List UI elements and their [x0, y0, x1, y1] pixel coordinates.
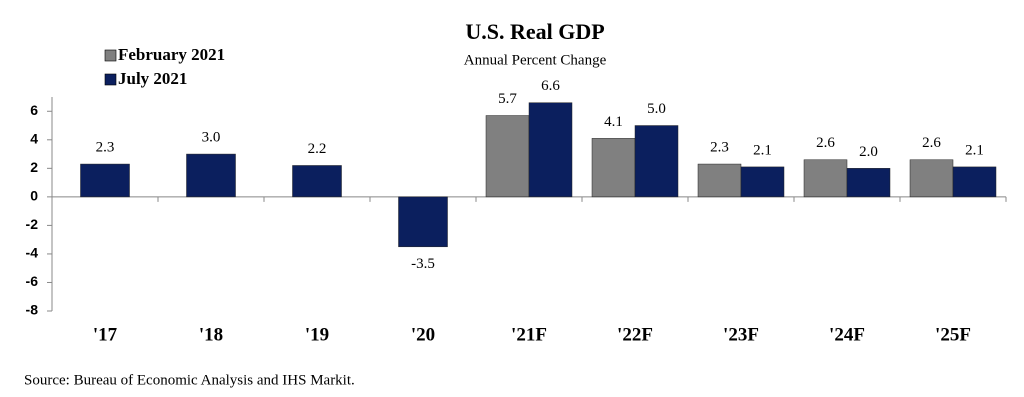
x-tick-label: '18 [199, 324, 223, 345]
bar [803, 159, 848, 198]
bar [740, 166, 785, 198]
legend-label: February 2021 [118, 45, 225, 64]
value-label: 2.6 [922, 135, 941, 151]
bar [485, 115, 530, 198]
x-tick-label: '21F [511, 324, 547, 345]
value-label: 5.7 [498, 91, 517, 107]
value-label: 2.1 [965, 142, 984, 158]
x-tick-label: '23F [723, 324, 759, 345]
y-tick-label: -6 [26, 273, 39, 289]
y-tick-label: 0 [30, 188, 38, 204]
value-label: -3.5 [411, 256, 435, 272]
bar [909, 159, 954, 198]
value-label: 2.3 [96, 139, 115, 155]
y-tick-label: 2 [30, 159, 38, 175]
value-label: 3.0 [202, 130, 221, 146]
x-tick-label: '17 [93, 324, 118, 345]
x-tick-label: '25F [935, 324, 971, 345]
value-label: 2.1 [753, 142, 772, 158]
bar [398, 196, 448, 248]
bar [952, 166, 997, 198]
y-tick-label: 6 [30, 102, 38, 118]
legend-label: July 2021 [118, 69, 187, 88]
x-tick-label: '24F [829, 324, 865, 345]
value-label: 5.0 [647, 101, 666, 117]
y-tick-label: -2 [26, 216, 39, 232]
value-label: 2.0 [859, 144, 878, 160]
y-tick-label: -4 [26, 245, 39, 261]
bar [697, 163, 742, 198]
x-tick-label: '19 [305, 324, 329, 345]
bar [186, 153, 236, 198]
bar [80, 163, 130, 198]
x-tick-label: '20 [411, 324, 435, 345]
chart-title: U.S. Real GDP [465, 19, 604, 44]
value-label: 6.6 [541, 78, 560, 94]
y-tick-label: -8 [26, 302, 39, 318]
legend-swatch [104, 73, 117, 86]
bar [591, 138, 636, 198]
value-label: 4.1 [604, 114, 623, 130]
source-note: Source: Bureau of Economic Analysis and … [24, 372, 355, 388]
bar [634, 125, 679, 198]
value-label: 2.6 [816, 135, 835, 151]
chart-subtitle: Annual Percent Change [464, 52, 607, 68]
y-tick-label: 4 [30, 131, 38, 147]
value-label: 2.3 [710, 139, 729, 155]
bar [846, 168, 891, 198]
legend-swatch [104, 49, 117, 62]
bar [292, 165, 342, 198]
bar [528, 102, 573, 198]
value-label: 2.2 [308, 141, 327, 157]
x-tick-label: '22F [617, 324, 653, 345]
